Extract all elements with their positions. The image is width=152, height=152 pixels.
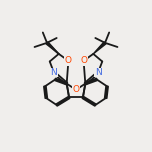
- Text: N: N: [50, 68, 57, 77]
- Polygon shape: [46, 42, 59, 54]
- Text: O: O: [80, 56, 87, 65]
- Text: O: O: [65, 56, 72, 65]
- Text: N: N: [95, 68, 102, 77]
- Polygon shape: [93, 42, 106, 54]
- Text: O: O: [73, 85, 79, 94]
